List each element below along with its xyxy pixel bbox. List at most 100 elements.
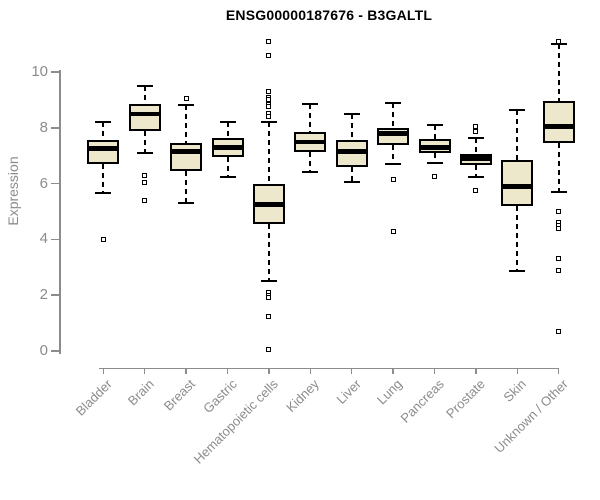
outlier-point bbox=[556, 267, 562, 273]
whisker-cap-lower bbox=[509, 270, 526, 273]
whisker-cap-upper bbox=[95, 121, 112, 124]
median-line bbox=[87, 146, 120, 151]
whisker-lower bbox=[474, 165, 477, 177]
box bbox=[87, 140, 120, 165]
whisker-cap-lower bbox=[385, 163, 402, 166]
x-tick bbox=[185, 368, 187, 374]
box bbox=[170, 143, 203, 172]
outlier-point bbox=[142, 197, 148, 203]
y-tick-label: 6 bbox=[39, 174, 48, 192]
whisker-upper bbox=[226, 122, 229, 138]
box bbox=[501, 159, 534, 206]
x-tick bbox=[309, 368, 312, 374]
y-tick-label: 8 bbox=[39, 118, 48, 136]
whisker-cap-lower bbox=[302, 171, 319, 174]
whisker-upper bbox=[143, 85, 146, 105]
y-tick-label: 4 bbox=[39, 230, 48, 248]
x-tick bbox=[475, 368, 477, 374]
whisker-cap-upper bbox=[467, 136, 484, 139]
y-tick-label: 2 bbox=[39, 286, 48, 304]
whisker-cap-upper bbox=[219, 121, 236, 124]
whisker-lower bbox=[516, 205, 519, 272]
outlier-point bbox=[142, 172, 148, 178]
whisker-upper bbox=[309, 104, 312, 132]
whisker-cap-lower bbox=[426, 161, 443, 164]
whisker-upper bbox=[474, 137, 477, 155]
x-tick bbox=[433, 368, 436, 374]
whisker-upper bbox=[350, 113, 353, 141]
whisker-cap-lower bbox=[178, 202, 195, 205]
outlier-point bbox=[556, 209, 562, 214]
chart-title: ENSG00000187676 - B3GALTL bbox=[225, 7, 433, 23]
median-line bbox=[128, 111, 161, 117]
whisker-lower bbox=[102, 164, 105, 194]
whisker-cap-upper bbox=[385, 101, 402, 104]
x-tick bbox=[102, 368, 105, 374]
median-line bbox=[170, 149, 203, 154]
outlier-point bbox=[556, 38, 562, 44]
whisker-lower bbox=[350, 166, 353, 183]
box bbox=[542, 101, 575, 144]
x-tick bbox=[392, 368, 394, 374]
y-tick bbox=[51, 350, 60, 352]
whisker-cap-lower bbox=[136, 151, 153, 154]
x-tick bbox=[226, 368, 229, 374]
whisker-cap-lower bbox=[95, 192, 112, 195]
whisker-upper bbox=[102, 122, 105, 141]
y-tick-label: 0 bbox=[39, 342, 48, 359]
outlier-point bbox=[390, 228, 396, 234]
whisker-cap-upper bbox=[260, 121, 277, 124]
y-tick-label: 10 bbox=[31, 63, 48, 80]
outlier-point bbox=[390, 176, 396, 182]
whisker-cap-upper bbox=[302, 103, 319, 106]
outlier-point bbox=[556, 256, 562, 262]
x-tick bbox=[350, 368, 353, 374]
x-tick bbox=[143, 368, 146, 374]
whisker-lower bbox=[392, 144, 395, 165]
median-line bbox=[252, 202, 285, 207]
outlier-point bbox=[183, 96, 189, 101]
y-tick bbox=[51, 182, 60, 185]
outlier-point bbox=[473, 123, 479, 129]
outlier-point bbox=[473, 129, 479, 135]
median-line bbox=[542, 124, 575, 129]
whisker-cap-upper bbox=[426, 124, 443, 126]
median-line bbox=[294, 139, 327, 144]
box bbox=[128, 104, 161, 131]
median-line bbox=[211, 145, 244, 150]
outlier-point bbox=[266, 347, 272, 353]
whisker-cap-lower bbox=[260, 280, 277, 283]
whisker-lower bbox=[433, 152, 436, 163]
whisker-cap-upper bbox=[136, 84, 153, 87]
whisker-cap-lower bbox=[467, 175, 484, 178]
whisker-lower bbox=[143, 130, 146, 153]
whisker-cap-lower bbox=[550, 190, 567, 193]
x-tick bbox=[557, 368, 560, 374]
whisker-lower bbox=[267, 224, 270, 282]
y-tick bbox=[51, 294, 60, 296]
outlier-point bbox=[266, 38, 272, 44]
whisker-cap-lower bbox=[343, 181, 360, 184]
y-tick bbox=[51, 127, 60, 129]
outlier-point bbox=[266, 89, 272, 95]
outlier-point bbox=[266, 313, 272, 319]
whisker-cap-upper bbox=[550, 43, 567, 46]
whisker-upper bbox=[392, 102, 395, 128]
outlier-point bbox=[266, 104, 272, 110]
whisker-lower bbox=[309, 151, 312, 173]
whisker-cap-upper bbox=[509, 108, 526, 111]
median-line bbox=[335, 149, 368, 154]
outlier-point bbox=[266, 295, 272, 301]
whisker-upper bbox=[557, 44, 560, 102]
outlier-point bbox=[100, 236, 106, 242]
y-axis-line bbox=[59, 70, 61, 354]
median-line bbox=[459, 156, 492, 161]
whisker-cap-upper bbox=[343, 112, 360, 115]
x-tick bbox=[268, 368, 270, 374]
y-tick bbox=[51, 238, 60, 241]
whisker-upper bbox=[433, 125, 436, 139]
whisker-upper bbox=[185, 105, 188, 144]
median-line bbox=[501, 184, 534, 189]
outlier-point bbox=[266, 114, 272, 120]
